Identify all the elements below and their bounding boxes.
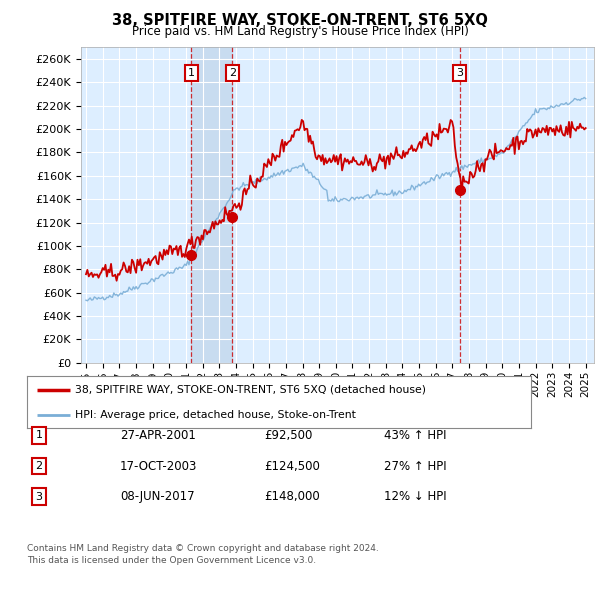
Text: 27-APR-2001: 27-APR-2001: [120, 429, 196, 442]
Text: Price paid vs. HM Land Registry's House Price Index (HPI): Price paid vs. HM Land Registry's House …: [131, 25, 469, 38]
Text: 2: 2: [35, 461, 43, 471]
Text: 1: 1: [188, 68, 195, 78]
Text: £124,500: £124,500: [264, 460, 320, 473]
Text: HPI: Average price, detached house, Stoke-on-Trent: HPI: Average price, detached house, Stok…: [75, 410, 356, 419]
Text: 1: 1: [35, 431, 43, 440]
Text: 3: 3: [456, 68, 463, 78]
Text: This data is licensed under the Open Government Licence v3.0.: This data is licensed under the Open Gov…: [27, 556, 316, 565]
Text: 08-JUN-2017: 08-JUN-2017: [120, 490, 194, 503]
Text: £92,500: £92,500: [264, 429, 313, 442]
Text: 12% ↓ HPI: 12% ↓ HPI: [384, 490, 446, 503]
Text: 27% ↑ HPI: 27% ↑ HPI: [384, 460, 446, 473]
Bar: [191, 47, 232, 363]
Text: 43% ↑ HPI: 43% ↑ HPI: [384, 429, 446, 442]
Text: Contains HM Land Registry data © Crown copyright and database right 2024.: Contains HM Land Registry data © Crown c…: [27, 545, 379, 553]
Text: 38, SPITFIRE WAY, STOKE-ON-TRENT, ST6 5XQ (detached house): 38, SPITFIRE WAY, STOKE-ON-TRENT, ST6 5X…: [75, 385, 426, 395]
Text: 3: 3: [35, 492, 43, 502]
Text: £148,000: £148,000: [264, 490, 320, 503]
Text: 17-OCT-2003: 17-OCT-2003: [120, 460, 197, 473]
Text: 2: 2: [229, 68, 236, 78]
Text: 38, SPITFIRE WAY, STOKE-ON-TRENT, ST6 5XQ: 38, SPITFIRE WAY, STOKE-ON-TRENT, ST6 5X…: [112, 13, 488, 28]
